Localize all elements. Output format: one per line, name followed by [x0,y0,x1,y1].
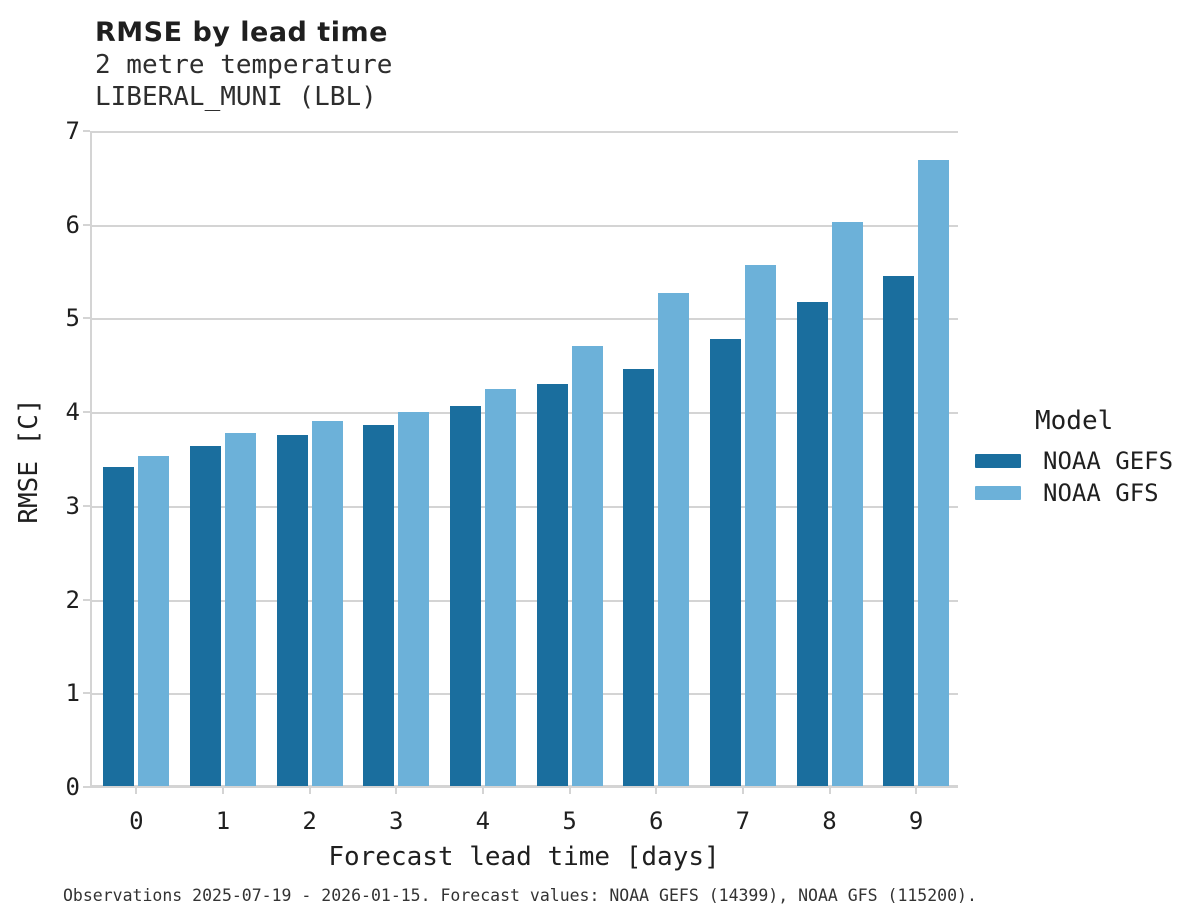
bar-noaa-gefs-day-8[interactable] [796,301,828,786]
x-tick-mark-2 [308,788,311,794]
x-tick-label-7: 7 [735,807,751,835]
x-tick-mark-5 [568,788,571,794]
chart-title: RMSE by lead time [95,17,388,48]
bar-noaa-gfs-day-2[interactable] [311,420,343,786]
bar-noaa-gfs-day-6[interactable] [658,293,690,786]
y-tick-label-6: 6 [65,210,80,239]
x-tick-mark-1 [221,788,224,794]
bar-noaa-gfs-day-0[interactable] [138,456,170,786]
y-tick-label-5: 5 [65,304,80,333]
bar-noaa-gfs-day-7[interactable] [744,264,776,786]
bar-noaa-gfs-day-5[interactable] [571,345,603,786]
y-tick-label-4: 4 [65,398,80,427]
bar-noaa-gefs-day-6[interactable] [623,368,655,786]
x-axis-title: Forecast lead time [days] [328,842,720,872]
bar-noaa-gfs-day-3[interactable] [398,412,430,786]
y-tick-mark-2 [83,598,90,601]
legend-item-noaa-gefs[interactable]: NOAA GEFS [975,445,1173,477]
legend-item-noaa-gfs[interactable]: NOAA GFS [975,477,1173,509]
bar-noaa-gfs-day-8[interactable] [831,221,863,786]
y-tick-label-2: 2 [65,585,80,614]
legend: Model NOAA GEFS NOAA GFS [975,406,1173,509]
x-tick-label-6: 6 [648,807,664,835]
y-tick-mark-5 [83,317,90,320]
gridline-y-5 [90,318,958,321]
x-tick-mark-9 [915,788,918,794]
legend-swatch-noaa-gefs-icon [975,454,1021,468]
x-tick-mark-8 [828,788,831,794]
x-tick-label-1: 1 [215,807,231,835]
gridline-y-3 [90,505,958,508]
y-tick-mark-1 [83,692,90,695]
bar-noaa-gefs-day-5[interactable] [536,383,568,786]
y-tick-label-3: 3 [65,491,80,520]
x-tick-label-8: 8 [822,807,837,835]
x-tick-label-9: 9 [908,807,924,835]
legend-title: Model [1035,406,1114,436]
bar-noaa-gfs-day-1[interactable] [224,432,256,786]
x-tick-label-2: 2 [302,807,317,835]
legend-label-noaa-gefs: NOAA GEFS [1043,447,1174,475]
gridline-y-4 [90,412,958,415]
y-tick-mark-0 [83,786,90,788]
legend-swatch-noaa-gfs-icon [975,486,1021,500]
y-tick-mark-4 [83,411,90,414]
x-axis-line [90,785,958,788]
gridline-y-2 [90,599,958,602]
bar-noaa-gefs-day-0[interactable] [103,467,135,786]
x-tick-label-3: 3 [389,807,404,835]
legend-label-noaa-gfs: NOAA GFS [1043,479,1159,507]
x-tick-mark-4 [481,788,484,794]
y-tick-label-7: 7 [65,117,80,145]
gridline-y-1 [90,693,958,696]
bar-noaa-gefs-day-1[interactable] [189,445,221,786]
chart-subtitle-station: LIBERAL_MUNI (LBL) [95,82,377,112]
x-tick-mark-0 [135,788,138,794]
x-tick-mark-7 [741,788,744,794]
caption: Observations 2025-07-19 - 2026-01-15. Fo… [63,886,977,905]
bar-noaa-gefs-day-9[interactable] [883,276,915,786]
x-tick-label-0: 0 [129,807,144,835]
bar-noaa-gefs-day-4[interactable] [449,406,481,786]
x-tick-label-5: 5 [562,807,577,835]
bar-noaa-gfs-day-9[interactable] [918,160,950,786]
bar-noaa-gefs-day-2[interactable] [276,434,308,786]
bar-noaa-gefs-day-7[interactable] [709,338,741,786]
x-tick-mark-3 [395,788,398,794]
x-tick-mark-6 [655,788,658,794]
y-axis-line [90,131,92,787]
y-tick-label-0: 0 [65,773,80,801]
y-tick-mark-7 [83,130,90,132]
y-tick-mark-3 [83,504,90,507]
x-tick-label-4: 4 [475,807,491,835]
y-tick-label-1: 1 [65,679,80,708]
chart-subtitle-variable: 2 metre temperature [95,50,393,80]
gridline-y-7 [90,131,958,133]
bar-noaa-gfs-day-4[interactable] [484,388,516,786]
bar-noaa-gefs-day-3[interactable] [363,425,395,786]
chart-header: RMSE by lead time 2 metre temperature LI… [95,16,392,113]
plot-area [90,131,958,788]
y-tick-mark-6 [83,223,90,226]
gridline-y-6 [90,224,958,227]
